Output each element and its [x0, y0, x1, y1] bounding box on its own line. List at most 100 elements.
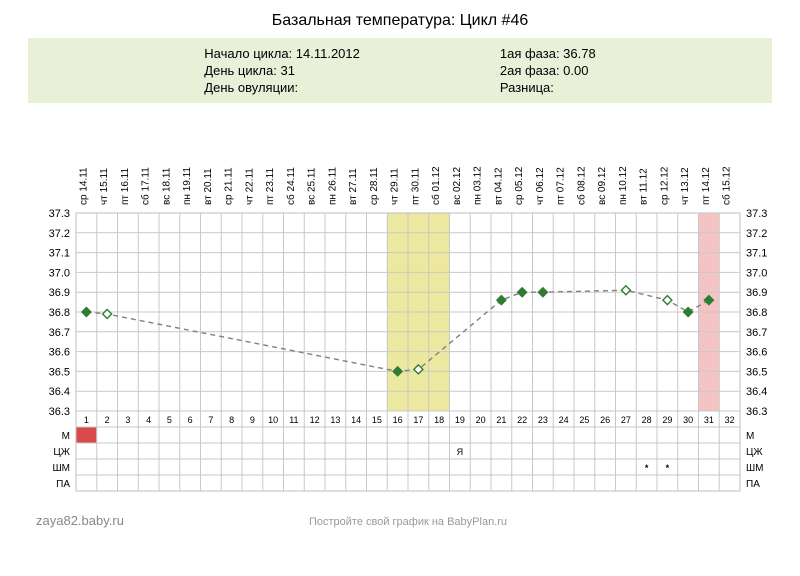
svg-text:37.2: 37.2 — [746, 228, 767, 240]
svg-text:11: 11 — [289, 415, 298, 425]
svg-text:*: * — [645, 463, 649, 473]
svg-text:26: 26 — [600, 415, 610, 425]
svg-text:сб 15.12: сб 15.12 — [721, 166, 733, 205]
svg-text:1: 1 — [84, 415, 89, 425]
svg-text:29: 29 — [662, 415, 672, 425]
summary-row: Разница: — [500, 80, 596, 95]
svg-text:ср 14.11: ср 14.11 — [78, 167, 89, 205]
svg-text:6: 6 — [188, 415, 193, 425]
summary-row: Начало цикла: 14.11.2012 — [204, 46, 360, 61]
svg-text:4: 4 — [146, 415, 151, 425]
svg-text:2: 2 — [105, 415, 110, 425]
svg-text:пт 30.11: пт 30.11 — [410, 168, 421, 205]
svg-text:17: 17 — [413, 415, 423, 425]
svg-text:сб 08.12: сб 08.12 — [575, 166, 587, 205]
svg-text:чт 29.11: чт 29.11 — [390, 168, 401, 205]
svg-text:пн 19.11: пн 19.11 — [182, 167, 193, 205]
svg-text:16: 16 — [393, 415, 403, 425]
svg-text:Постройте свой график на BabyP: Постройте свой график на BabyPlan.ru — [309, 516, 507, 528]
svg-text:Я: Я — [457, 447, 464, 457]
svg-text:36.6: 36.6 — [49, 347, 70, 359]
svg-text:36.9: 36.9 — [49, 287, 70, 299]
svg-text:zaya82.baby.ru: zaya82.baby.ru — [36, 513, 124, 528]
svg-text:чт 15.11: чт 15.11 — [99, 168, 110, 205]
svg-text:чт 06.12: чт 06.12 — [535, 167, 546, 205]
svg-text:36.5: 36.5 — [746, 366, 767, 378]
svg-text:М: М — [746, 431, 754, 442]
svg-text:22: 22 — [517, 415, 527, 425]
svg-text:15: 15 — [372, 415, 382, 425]
svg-text:вт 04.12: вт 04.12 — [493, 167, 504, 205]
svg-text:36.7: 36.7 — [49, 327, 70, 339]
svg-text:вт 27.11: вт 27.11 — [348, 168, 359, 205]
summary-panel: Начало цикла: 14.11.2012День цикла: 31Де… — [28, 38, 772, 103]
summary-row: 2ая фаза: 0.00 — [500, 63, 596, 78]
svg-text:36.4: 36.4 — [746, 386, 767, 398]
svg-text:ср 05.12: ср 05.12 — [514, 166, 525, 205]
svg-text:*: * — [666, 463, 670, 473]
svg-text:ср 21.11: ср 21.11 — [224, 167, 235, 205]
svg-text:31: 31 — [704, 415, 714, 425]
svg-text:13: 13 — [330, 415, 340, 425]
svg-text:ПА: ПА — [746, 479, 760, 490]
svg-text:3: 3 — [125, 415, 130, 425]
summary-row: 1ая фаза: 36.78 — [500, 46, 596, 61]
svg-text:37.3: 37.3 — [49, 208, 70, 220]
svg-text:28: 28 — [642, 415, 652, 425]
svg-text:8: 8 — [229, 415, 234, 425]
svg-text:12: 12 — [310, 415, 320, 425]
svg-text:ЦЖ: ЦЖ — [53, 447, 70, 458]
svg-text:10: 10 — [268, 415, 278, 425]
svg-text:пн 03.12: пн 03.12 — [473, 166, 484, 205]
svg-text:сб 17.11: сб 17.11 — [140, 167, 152, 205]
svg-text:вс 25.11: вс 25.11 — [307, 167, 318, 205]
svg-text:36.6: 36.6 — [746, 347, 767, 359]
svg-text:вс 18.11: вс 18.11 — [161, 167, 172, 205]
svg-text:37.3: 37.3 — [746, 208, 767, 220]
svg-text:36.8: 36.8 — [746, 307, 767, 319]
svg-text:чт 22.11: чт 22.11 — [244, 168, 255, 205]
svg-text:36.4: 36.4 — [49, 386, 70, 398]
svg-text:27: 27 — [621, 415, 631, 425]
svg-text:20: 20 — [476, 415, 486, 425]
bbt-chart: 37.337.337.237.237.137.137.037.036.936.9… — [28, 111, 772, 531]
svg-text:9: 9 — [250, 415, 255, 425]
svg-text:19: 19 — [455, 415, 465, 425]
svg-text:ШМ: ШМ — [746, 463, 764, 474]
svg-text:21: 21 — [496, 415, 506, 425]
svg-text:ЦЖ: ЦЖ — [746, 447, 763, 458]
svg-text:вт 11.12: вт 11.12 — [639, 168, 650, 205]
svg-text:ср 12.12: ср 12.12 — [659, 166, 670, 205]
svg-text:18: 18 — [434, 415, 444, 425]
svg-text:пт 07.12: пт 07.12 — [556, 167, 567, 205]
svg-text:ШМ: ШМ — [53, 463, 71, 474]
svg-text:вс 09.12: вс 09.12 — [597, 167, 608, 205]
svg-text:37.0: 37.0 — [746, 267, 767, 279]
svg-text:36.3: 36.3 — [746, 406, 767, 418]
svg-text:пт 23.11: пт 23.11 — [265, 168, 276, 205]
svg-text:пт 14.12: пт 14.12 — [701, 167, 712, 205]
svg-text:36.3: 36.3 — [49, 406, 70, 418]
svg-text:7: 7 — [208, 415, 213, 425]
svg-text:пн 10.12: пн 10.12 — [618, 166, 629, 205]
svg-text:37.2: 37.2 — [49, 228, 70, 240]
summary-row: День цикла: 31 — [204, 63, 360, 78]
chart-title: Базальная температура: Цикл #46 — [8, 12, 792, 30]
svg-text:24: 24 — [559, 415, 569, 425]
svg-text:14: 14 — [351, 415, 361, 425]
svg-text:36.7: 36.7 — [746, 327, 767, 339]
svg-text:М: М — [62, 431, 70, 442]
svg-text:вт 20.11: вт 20.11 — [203, 168, 214, 205]
svg-text:ПА: ПА — [56, 479, 70, 490]
svg-text:30: 30 — [683, 415, 693, 425]
svg-text:36.9: 36.9 — [746, 287, 767, 299]
svg-text:32: 32 — [725, 415, 735, 425]
svg-text:ср 28.11: ср 28.11 — [369, 167, 380, 205]
svg-text:36.5: 36.5 — [49, 366, 70, 378]
svg-text:23: 23 — [538, 415, 548, 425]
svg-text:чт 13.12: чт 13.12 — [680, 167, 691, 205]
svg-text:пн 26.11: пн 26.11 — [327, 167, 338, 205]
svg-text:вс 02.12: вс 02.12 — [452, 167, 463, 205]
svg-text:25: 25 — [579, 415, 589, 425]
svg-text:37.0: 37.0 — [49, 267, 70, 279]
